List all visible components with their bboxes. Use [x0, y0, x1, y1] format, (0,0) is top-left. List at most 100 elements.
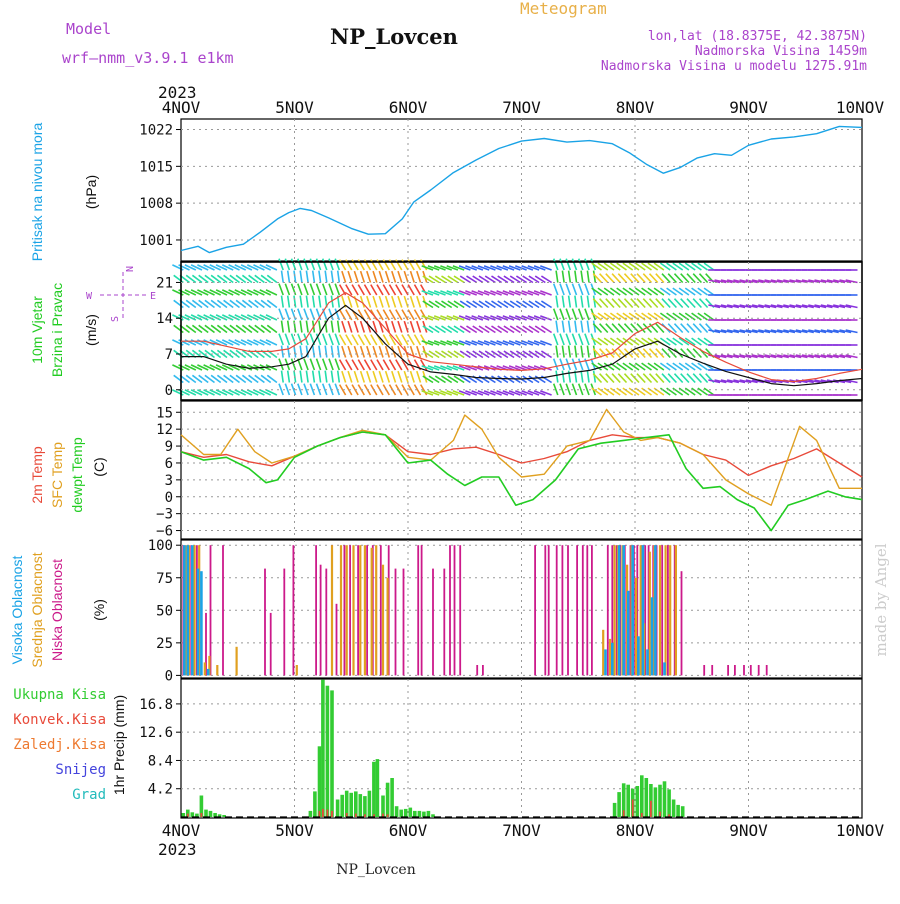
wind-arrow: [284, 308, 291, 321]
wind-arrow: [592, 273, 603, 284]
wind-arrow: [345, 284, 353, 296]
wind-arrow: [330, 270, 334, 283]
wind-arrow: [552, 283, 559, 296]
wind-arrow: [484, 375, 496, 384]
cloud-low-bar: [749, 665, 752, 676]
wind-arrow: [666, 337, 677, 346]
wind-arrow: [609, 312, 621, 321]
wind-arrow: [221, 289, 234, 296]
cloud-high-bar: [663, 662, 666, 676]
wind-arrow: [221, 389, 234, 396]
wind-arrow: [388, 334, 397, 346]
precip-total-bar: [308, 810, 313, 817]
wind-arrow: [603, 262, 615, 271]
wind-arrow: [673, 323, 684, 334]
wind-arrow: [318, 320, 322, 333]
wind-arrow: [260, 299, 272, 309]
wind-arrow: [647, 262, 659, 271]
wind-arrow: [616, 287, 627, 296]
wind-arrow: [491, 325, 503, 334]
wind-arrow: [565, 283, 572, 296]
wind-arrow: [191, 374, 203, 384]
wind-arrow: [315, 283, 322, 296]
wind-arrow: [609, 287, 621, 296]
wind-arrow: [278, 283, 284, 296]
y-tick-label: 75: [156, 571, 173, 587]
wind-arrow: [433, 390, 446, 396]
model-label: Model: [66, 20, 111, 38]
wind-arrow: [515, 350, 528, 359]
wind-arrow: [636, 323, 646, 334]
wind-arrow: [655, 298, 665, 309]
wind-arrow: [597, 262, 609, 271]
wind-arrow: [603, 287, 615, 296]
wind-arrow: [623, 298, 634, 309]
wind-arrow: [303, 358, 309, 371]
wind-arrow: [440, 290, 452, 296]
wind-arrow: [751, 304, 764, 309]
wind-arrow: [808, 329, 821, 334]
wind-arrow: [378, 370, 384, 383]
wind-arrow: [586, 295, 590, 308]
cloud-mid-bar: [363, 545, 366, 676]
wind-arrow: [372, 320, 378, 333]
wind-arrow: [577, 258, 584, 271]
wind-arrow: [366, 270, 372, 283]
wind-arrow: [215, 314, 228, 321]
precip-conv-bar: [640, 813, 643, 817]
wind-arrow: [384, 320, 391, 333]
wind-arrow: [203, 364, 215, 371]
wind-arrow: [839, 279, 852, 284]
wind-arrow: [318, 345, 322, 358]
wind-arrow: [628, 312, 640, 321]
precip-total-bar: [325, 685, 330, 817]
legend-total: Ukupna Kisa: [13, 687, 106, 703]
precip-total-bar: [640, 775, 644, 817]
wind-arrow: [534, 375, 546, 384]
y-tick-label: 12: [156, 422, 173, 438]
wind-arrow: [720, 379, 733, 384]
wind-arrow: [315, 258, 322, 271]
wind-arrow: [764, 304, 777, 309]
wind-arrow: [789, 304, 802, 309]
wind-arrow: [661, 373, 671, 384]
wind-arrow: [653, 262, 665, 271]
wind-arrow: [586, 345, 590, 358]
wind-arrow: [597, 312, 609, 321]
wind-arrow: [403, 295, 409, 308]
wind-arrow: [363, 284, 372, 296]
cloud-low-bar: [394, 568, 397, 676]
wind-arrow: [814, 329, 827, 334]
wind-arrow: [758, 304, 771, 309]
wind-arrow: [297, 383, 303, 396]
wind-arrow: [229, 349, 240, 359]
precip-conv-bar: [186, 813, 189, 817]
wind-arrow: [372, 345, 378, 358]
wind-arrow: [483, 290, 496, 296]
cloud-high-bar: [191, 545, 194, 676]
cloud-high-bar: [646, 649, 649, 676]
wind-arrow: [522, 275, 534, 284]
cloud-mid-bar: [370, 547, 373, 676]
wind-arrow: [266, 374, 278, 384]
wind-arrow: [684, 312, 696, 321]
wind-arrow: [184, 389, 197, 396]
wind-arrow: [427, 340, 440, 346]
wind-arrow: [395, 309, 403, 321]
wind-arrow: [515, 290, 527, 296]
wind-arrow: [240, 339, 253, 346]
wind-arrow: [733, 354, 746, 359]
wind-arrow: [527, 315, 540, 321]
wind-arrow: [305, 320, 309, 333]
wind-arrow: [215, 289, 228, 296]
date-tick-label: 4NOV: [162, 821, 201, 840]
wind-arrow: [714, 304, 727, 309]
precip-total-bar: [354, 791, 358, 817]
wind-arrow: [515, 275, 528, 284]
wind-arrow: [592, 323, 603, 334]
wind-arrow: [334, 283, 341, 296]
wind-arrow: [318, 270, 322, 283]
wind-arrow: [648, 298, 659, 309]
precip-total-bar: [612, 802, 617, 817]
cloud-low-bar: [743, 665, 745, 676]
